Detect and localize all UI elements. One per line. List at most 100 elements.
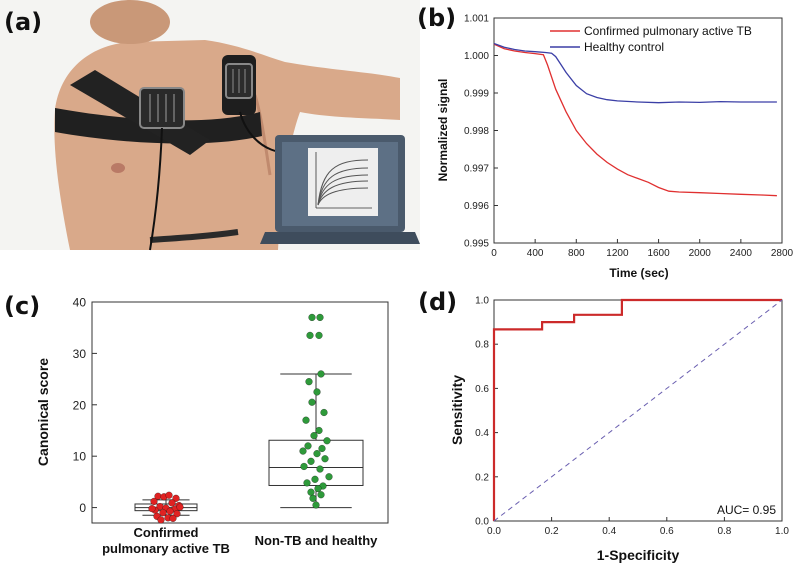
y-axis-label: Canonical score — [35, 358, 51, 466]
x-tick-label: 0.6 — [660, 526, 674, 537]
panel-label-c: (c) — [4, 292, 40, 320]
category-label-tb-line2: pulmonary active TB — [102, 541, 230, 556]
panel-b-chart: 0.995 0.996 0.997 0.998 0.999 1.000 1.001 0 400… — [436, 14, 794, 281]
y-tick-label: 30 — [73, 347, 87, 361]
data-point-tb — [157, 516, 165, 524]
reference-diagonal-line — [493, 299, 783, 522]
plot-frame — [493, 17, 783, 244]
data-point-healthy — [303, 479, 311, 487]
y-tick-label: 1.000 — [464, 51, 489, 62]
data-point-healthy — [302, 416, 310, 424]
x-tick-label: 1.0 — [775, 526, 789, 537]
data-point-healthy — [321, 455, 329, 463]
panel-label-b: (b) — [417, 4, 456, 32]
x-tick-label: 0.0 — [487, 526, 501, 537]
x-tick-label: 0.2 — [545, 526, 559, 537]
legend: Confirmed pulmonary active TB Healthy co… — [550, 24, 752, 54]
data-point-healthy — [313, 388, 321, 396]
data-point-tb — [165, 491, 173, 499]
y-tick-label: 0.995 — [464, 239, 489, 250]
data-point-healthy — [314, 485, 322, 493]
data-point-healthy — [300, 462, 308, 471]
data-point-healthy — [317, 491, 325, 499]
y-tick-label: 0 — [79, 501, 86, 515]
data-point-tb — [176, 503, 184, 511]
y-tick-label: 0.996 — [464, 201, 489, 212]
x-tick-label: 400 — [527, 248, 544, 259]
y-tick-label: 0.0 — [475, 517, 489, 528]
data-point-healthy — [310, 432, 318, 440]
y-tick-label: 10 — [73, 450, 87, 464]
data-point-tb — [166, 507, 174, 515]
x-tick-label: 800 — [568, 248, 585, 259]
data-point-healthy — [307, 457, 315, 465]
data-point-healthy — [317, 370, 325, 378]
roc-curve-line — [492, 298, 782, 521]
x-tick-label: 2800 — [771, 248, 794, 259]
data-point-tb — [148, 505, 156, 513]
y-tick-label: 1.0 — [475, 296, 489, 307]
data-point-healthy — [306, 331, 314, 339]
x-tick-label: 0.8 — [717, 526, 731, 537]
x-tick-label: 1200 — [606, 248, 629, 259]
chest-sensor — [139, 87, 185, 129]
data-point-healthy — [316, 313, 324, 321]
series-line-tb — [493, 43, 777, 197]
y-tick-label: 0.999 — [464, 89, 489, 100]
x-tick-label: 0 — [491, 248, 497, 259]
panel-d-chart: 0.0 0.2 0.4 0.6 0.8 1.0 0.0 0.2 0.4 0.6 0.8 1.0 AU… — [449, 296, 789, 564]
x-axis-label: 1-Specificity — [597, 547, 680, 563]
plot-frame — [91, 301, 389, 524]
data-point-healthy — [308, 398, 316, 406]
y-axis-label: Sensitivity — [449, 375, 465, 445]
data-point-tb — [150, 497, 158, 505]
data-point-healthy — [320, 408, 328, 417]
data-point-healthy — [305, 378, 313, 386]
data-point-healthy — [315, 426, 323, 435]
y-tick-label: 0.4 — [475, 428, 489, 439]
x-tick-label: 2000 — [689, 248, 712, 259]
laptop-illustration — [260, 135, 420, 244]
y-tick-label: 0.998 — [464, 126, 489, 137]
box-healthy — [268, 439, 364, 486]
data-point-healthy — [313, 450, 321, 458]
data-point-healthy — [299, 447, 307, 455]
data-point-healthy — [323, 437, 331, 445]
y-tick-label: 20 — [73, 398, 87, 412]
sensor-cable — [149, 127, 163, 251]
data-point-tb — [168, 499, 176, 507]
data-point-healthy — [318, 444, 326, 453]
data-point-healthy — [309, 494, 317, 502]
y-tick-label: 0.997 — [464, 164, 489, 175]
data-point-healthy — [315, 331, 323, 339]
data-point-healthy — [311, 475, 319, 483]
y-tick-label: 0.8 — [475, 340, 489, 351]
data-point-healthy — [308, 313, 316, 321]
legend-label-healthy: Healthy control — [584, 40, 664, 54]
y-axis-label: Normalized signal — [436, 79, 450, 182]
x-tick-label: 0.4 — [602, 526, 616, 537]
y-tick-label: 0.2 — [475, 472, 489, 483]
data-point-healthy — [316, 465, 324, 473]
data-point-tb — [172, 494, 180, 502]
series-line-healthy — [493, 42, 777, 104]
panel-label-d: (d) — [418, 288, 457, 316]
x-tick-label: 2400 — [730, 248, 753, 259]
data-point-tb — [159, 509, 167, 517]
panel-label-a: (a) — [4, 8, 42, 36]
category-label-healthy: Non-TB and healthy — [255, 533, 379, 548]
legend-label-tb: Confirmed pulmonary active TB — [584, 24, 752, 38]
panel-a-photo — [0, 0, 420, 251]
data-point-tb — [169, 514, 177, 522]
data-point-healthy — [304, 442, 312, 450]
x-tick-label: 1600 — [647, 248, 670, 259]
data-point-healthy — [312, 501, 320, 509]
data-point-healthy — [307, 488, 315, 496]
y-tick-label: 0.6 — [475, 384, 489, 395]
x-axis-label: Time (sec) — [609, 266, 668, 280]
data-point-healthy — [325, 473, 333, 481]
category-label-tb-line1: Confirmed — [134, 525, 199, 540]
y-tick-label: 1.001 — [464, 14, 489, 25]
